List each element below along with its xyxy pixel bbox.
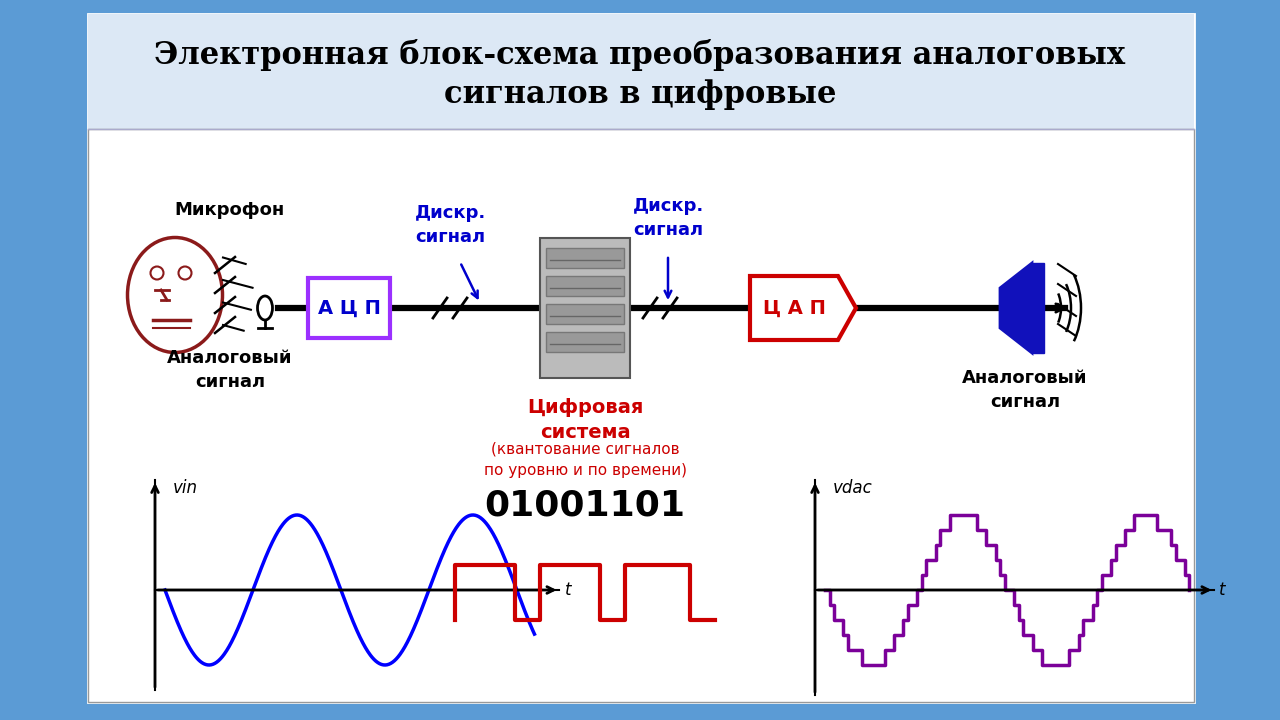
Text: сигналов в цифровые: сигналов в цифровые <box>444 79 836 110</box>
Text: А Ц П: А Ц П <box>317 299 380 318</box>
Text: Аналоговый
сигнал: Аналоговый сигнал <box>168 349 293 391</box>
Text: Аналоговый
сигнал: Аналоговый сигнал <box>963 369 1088 411</box>
Text: Микрофон: Микрофон <box>175 201 285 219</box>
Bar <box>88 14 1194 702</box>
Polygon shape <box>750 276 856 340</box>
Text: Дискр.
сигнал: Дискр. сигнал <box>415 204 485 246</box>
Text: Электронная блок-схема преобразования аналоговых: Электронная блок-схема преобразования ан… <box>155 39 1125 71</box>
Text: vin: vin <box>173 479 198 497</box>
Bar <box>547 248 625 268</box>
Ellipse shape <box>151 266 164 279</box>
Text: t: t <box>564 581 571 599</box>
Bar <box>88 129 1194 702</box>
Text: vdac: vdac <box>833 479 873 497</box>
Text: Цифровая
система: Цифровая система <box>527 398 643 442</box>
Text: Дискр.
сигнал: Дискр. сигнал <box>632 197 704 239</box>
Text: Ц А П: Ц А П <box>763 299 826 318</box>
Ellipse shape <box>257 296 273 320</box>
Bar <box>1032 263 1044 353</box>
Ellipse shape <box>128 238 223 353</box>
Bar <box>88 14 1194 129</box>
Bar <box>547 304 625 324</box>
Text: 01001101: 01001101 <box>485 488 686 522</box>
Ellipse shape <box>178 266 192 279</box>
Text: (квантование сигналов
по уровню и по времени): (квантование сигналов по уровню и по вре… <box>484 442 686 478</box>
Bar <box>547 276 625 296</box>
Polygon shape <box>1000 263 1032 353</box>
Bar <box>308 278 390 338</box>
Text: t: t <box>1220 581 1226 599</box>
Bar <box>540 238 630 378</box>
Bar <box>547 332 625 352</box>
